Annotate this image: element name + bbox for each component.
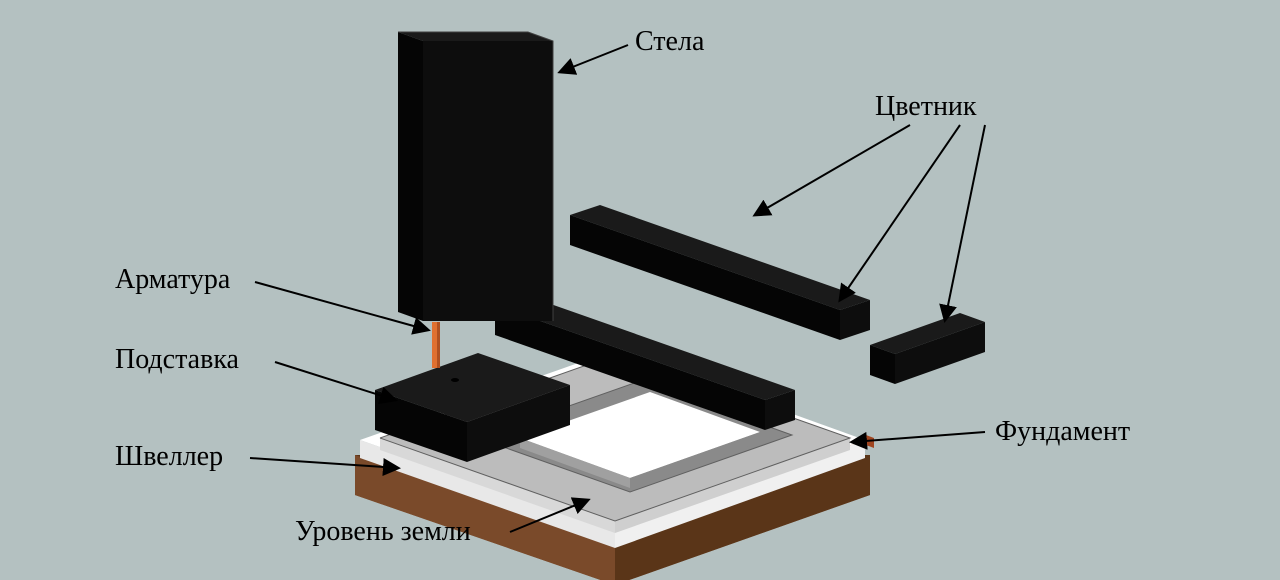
label-channel: Швеллер [115, 441, 223, 472]
label-foundation: Фундамент [995, 416, 1130, 447]
stela [398, 32, 553, 321]
label-rebar: Арматура [115, 264, 231, 295]
exploded-diagram: Стела Цветник Арматура Подставка Швеллер… [0, 0, 1280, 580]
rebar [432, 322, 440, 368]
label-stela: Стела [635, 26, 705, 57]
label-flowerbed: Цветник [875, 91, 977, 122]
label-ground: Уровень земли [295, 516, 471, 547]
label-stand: Подставка [115, 344, 239, 375]
